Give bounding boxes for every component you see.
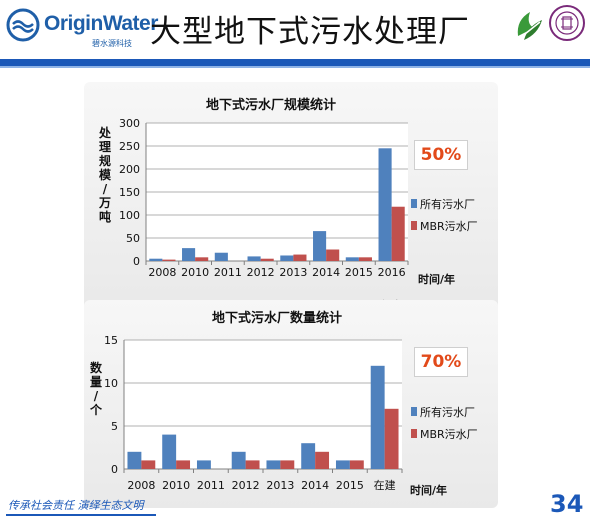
university-seal-icon (549, 5, 585, 41)
x-tick-label: 2016 (378, 266, 406, 279)
bar-all-2016 (378, 148, 392, 261)
header-divider-light (0, 66, 590, 68)
legend-swatch-blue (411, 199, 417, 208)
bar-mbr-2015 (358, 257, 372, 261)
legend-label-mbr: MBR污水厂 (420, 219, 478, 233)
y-axis-label-scale: 处理规模 / 万吨 (98, 126, 112, 224)
bar-all-2011 (214, 252, 228, 261)
legend-label-mbr: MBR污水厂 (420, 427, 478, 441)
bar-mbr-2016 (391, 206, 405, 261)
legend-count: 所有污水厂 MBR污水厂 (411, 404, 478, 448)
footer-divider (6, 514, 156, 516)
x-tick-label: 2011 (214, 266, 242, 279)
bar-all-2008 (127, 451, 142, 469)
y-tick-label: 5 (111, 420, 118, 433)
legend-label-all: 所有污水厂 (420, 197, 475, 211)
x-tick-label: 2012 (232, 479, 260, 492)
x-tick-label: 2014 (312, 266, 340, 279)
bar-all-2008 (149, 258, 163, 261)
x-tick-label: 2010 (162, 479, 190, 492)
y-tick-label: 300 (119, 117, 140, 130)
bar-all-2015 (335, 460, 350, 469)
header-divider (0, 59, 590, 66)
bar-all-在建 (370, 365, 385, 469)
legend-item-all: 所有污水厂 (411, 196, 478, 211)
legend-scale: 所有污水厂 MBR污水厂 (411, 196, 478, 240)
y-tick-label: 250 (119, 140, 140, 153)
bar-mbr-2015 (349, 460, 364, 469)
bar-mbr-在建 (384, 408, 399, 469)
bar-all-2012 (231, 451, 246, 469)
bar-all-2010 (182, 248, 196, 261)
x-tick-label: 2011 (197, 479, 225, 492)
x-tick-label: 2013 (279, 266, 307, 279)
slide-header: OriginWater 碧水源科技 大型地下式污水处理厂 (0, 0, 590, 60)
bar-all-2011 (196, 460, 211, 469)
y-tick-label: 200 (119, 163, 140, 176)
footer-slogan: 传承社会责任 演绎生态文明 (8, 499, 144, 512)
x-axis-unit-scale: 时间/年 (418, 273, 456, 286)
bar-all-2012 (247, 256, 261, 261)
chart-title-count: 地下式污水厂数量统计 (212, 311, 343, 326)
legend-label-all: 所有污水厂 (420, 405, 475, 419)
legend-item-mbr: MBR污水厂 (411, 426, 478, 441)
y-tick-label: 100 (119, 209, 140, 222)
legend-item-all: 所有污水厂 (411, 404, 478, 419)
legend-swatch-blue (411, 407, 417, 416)
green-leaf-emblem-icon (517, 12, 542, 40)
x-tick-label: 2012 (247, 266, 275, 279)
chart-title-scale: 地下式污水厂规模统计 (206, 98, 337, 113)
x-tick-label: 2013 (266, 479, 294, 492)
bar-all-2010 (162, 434, 177, 469)
originwater-logo: OriginWater 碧水源科技 (6, 6, 158, 54)
y-axis-label-text: 处理规模 / 万吨 (98, 126, 111, 224)
x-tick-label: 在建 (374, 478, 396, 492)
bar-mbr-2014 (315, 451, 330, 469)
bar-mbr-2010 (176, 460, 191, 469)
y-axis-label-text: 数量 / 个 (89, 361, 102, 417)
x-tick-label: 2014 (301, 479, 329, 492)
y-tick-label: 15 (104, 334, 118, 347)
bar-all-2015 (345, 257, 359, 261)
highlight-percentage-scale: 50% (414, 140, 468, 170)
legend-swatch-red (411, 429, 417, 438)
bar-all-2014 (313, 231, 327, 261)
bar-mbr-2014 (326, 249, 340, 261)
bar-mbr-2008 (141, 460, 156, 469)
y-tick-label: 50 (126, 232, 140, 245)
y-axis-label-count: 数量 / 个 (89, 361, 103, 417)
bar-mbr-2013 (293, 254, 307, 261)
legend-swatch-red (411, 221, 417, 230)
bar-mbr-2010 (195, 257, 209, 261)
x-axis-unit-count: 时间/年 (410, 484, 448, 497)
highlight-percentage-count: 70% (414, 347, 468, 377)
page-title: 大型地下式污水处理厂 (150, 14, 470, 50)
y-tick-label: 10 (104, 377, 118, 390)
bar-all-2013 (280, 255, 294, 261)
bar-mbr-2012 (245, 460, 260, 469)
bar-all-2014 (301, 443, 316, 469)
x-tick-label: 2008 (148, 266, 176, 279)
water-drop-icon (6, 8, 40, 42)
bar-mbr-2013 (280, 460, 295, 469)
x-tick-label: 2015 (345, 266, 373, 279)
x-tick-label: 2015 (336, 479, 364, 492)
bar-mbr-2008 (162, 259, 176, 261)
x-tick-label: 2010 (181, 266, 209, 279)
logo-subtitle: 碧水源科技 (92, 39, 132, 48)
logo-text: OriginWater (44, 12, 158, 35)
y-tick-label: 0 (111, 463, 118, 476)
bar-mbr-2012 (260, 258, 274, 261)
page-number: 34 (550, 490, 584, 518)
x-tick-label: 2008 (127, 479, 155, 492)
y-tick-label: 150 (119, 186, 140, 199)
legend-item-mbr: MBR污水厂 (411, 218, 478, 233)
bar-all-2013 (266, 460, 281, 469)
y-tick-label: 0 (133, 255, 140, 268)
